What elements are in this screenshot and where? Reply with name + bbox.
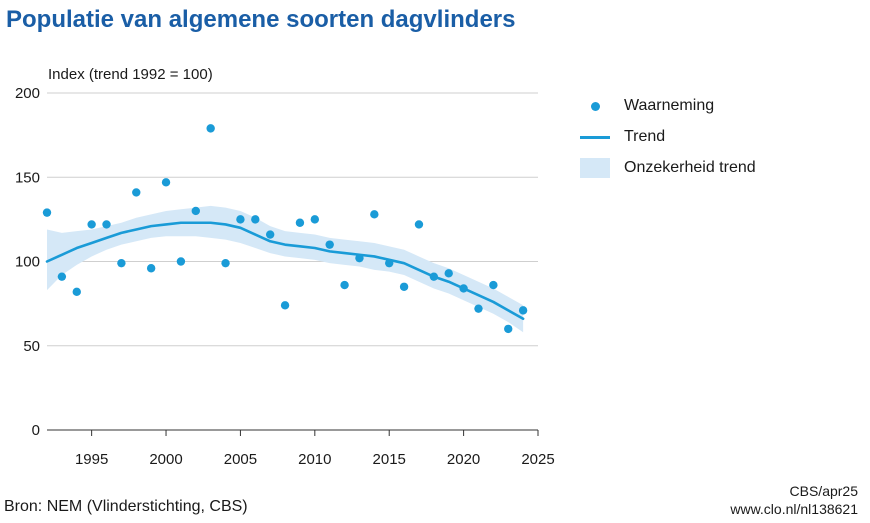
data-point-1997 — [117, 258, 126, 268]
legend-label-uncertainty: Onzekerheid trend — [624, 158, 756, 176]
data-point-2019 — [444, 269, 453, 278]
data-point-1994 — [72, 287, 81, 297]
uncertainty-band — [47, 205, 524, 333]
data-point-2009 — [295, 218, 305, 227]
data-point-2005 — [236, 215, 245, 224]
source-note: Bron: NEM (Vlinderstichting, CBS) — [4, 498, 248, 515]
y-axis-label: Index (trend 1992 = 100) — [48, 66, 213, 83]
data-point-2006 — [251, 215, 260, 224]
data-point-2002 — [191, 206, 200, 216]
x-tick-2005: 2005 — [224, 451, 257, 468]
data-point-1992 — [42, 208, 52, 217]
observation-points — [42, 124, 528, 334]
legend-label-trend: Trend — [624, 127, 666, 145]
legend-item-uncertainty: Onzekerheid trend — [580, 152, 756, 183]
data-point-2014 — [370, 210, 379, 219]
data-point-2000 — [161, 178, 171, 187]
x-tick-2015: 2015 — [373, 451, 406, 468]
data-point-2011 — [325, 240, 334, 249]
data-point-2003 — [206, 124, 215, 133]
data-point-2004 — [221, 258, 230, 268]
data-point-2010 — [310, 215, 320, 224]
data-point-2018 — [429, 272, 439, 281]
x-tick-2010: 2010 — [298, 451, 331, 468]
data-point-2007 — [265, 230, 275, 239]
data-point-2023 — [504, 324, 513, 334]
trend-line — [45, 221, 525, 321]
legend-dot-icon — [580, 96, 610, 116]
x-tick-2025: 2025 — [521, 451, 554, 468]
credit-block: CBS/apr25 www.clo.nl/nl138621 — [730, 482, 858, 518]
trend-line-group — [45, 221, 525, 321]
data-point-2013 — [355, 253, 364, 263]
grid-lines — [47, 92, 538, 431]
y-tick-100: 100 — [15, 254, 40, 271]
x-tick-2000: 2000 — [149, 451, 182, 468]
x-tick-1995: 1995 — [75, 451, 108, 468]
data-point-2001 — [176, 257, 186, 266]
data-point-2020 — [459, 284, 468, 293]
legend-item-observation: Waarneming — [580, 90, 756, 121]
chart-title: Populatie van algemene soorten dagvlinde… — [6, 6, 516, 33]
legend-label-observation: Waarneming — [624, 96, 715, 114]
legend-band-icon — [580, 157, 610, 178]
x-tick-2020: 2020 — [447, 451, 480, 468]
credit-url: www.clo.nl/nl138621 — [730, 501, 858, 517]
data-point-1999 — [146, 264, 156, 273]
legend-item-trend: Trend — [580, 121, 756, 152]
data-point-1993 — [57, 272, 67, 281]
data-point-2024 — [518, 306, 528, 315]
y-tick-50: 50 — [23, 338, 40, 355]
data-point-2008 — [280, 301, 290, 310]
legend: Waarneming Trend Onzekerheid trend — [580, 90, 756, 183]
data-point-2012 — [340, 280, 349, 290]
x-axis: 1995 2000 2005 2010 2015 2020 2025 — [75, 430, 555, 468]
uncertainty-band-group — [47, 205, 524, 333]
y-tick-labels: 0 50 100 150 200 — [15, 85, 40, 439]
data-point-2015 — [385, 258, 394, 268]
data-point-1998 — [132, 188, 141, 197]
data-point-2021 — [474, 304, 483, 313]
data-point-2022 — [489, 280, 498, 290]
data-point-2017 — [414, 220, 424, 229]
y-tick-150: 150 — [15, 169, 40, 186]
y-tick-200: 200 — [15, 85, 40, 102]
y-tick-0: 0 — [32, 422, 40, 439]
data-point-1996 — [102, 220, 111, 229]
credit-text: CBS/apr25 — [789, 483, 858, 499]
legend-line-icon — [580, 127, 610, 147]
data-point-2016 — [399, 282, 409, 291]
data-point-1995 — [87, 220, 96, 229]
